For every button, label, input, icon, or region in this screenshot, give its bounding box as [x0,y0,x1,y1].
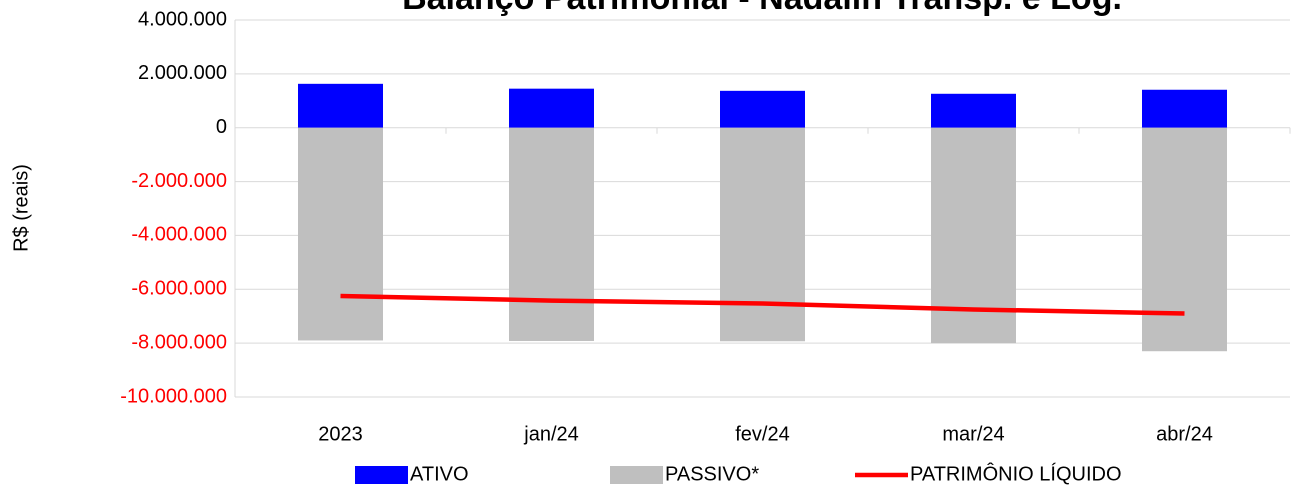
bar [509,127,594,341]
y-tick-label: -4.000.000 [131,224,227,246]
chart-title: Balanço Patrimonial - Nadalin Transp. e … [402,0,1122,17]
y-axis-label: R$ (reais) [10,164,32,252]
bar [509,88,594,128]
x-tick-label: fev/24 [735,423,789,445]
y-tick-label: -8.000.000 [131,331,227,353]
x-tick-label: jan/24 [523,423,579,445]
line [340,293,1185,316]
bar [720,127,805,342]
x-tick-label: abr/24 [1156,423,1213,445]
legend-swatch [355,466,408,484]
y-tick-label: -10.000.000 [120,385,227,407]
legend-label: PATRIMÔNIO LÍQUIDO [910,462,1122,485]
x-tick-label: 2023 [318,423,363,445]
bar [720,90,805,128]
bar [298,83,383,128]
bar [931,93,1016,128]
y-tick-label: 4.000.000 [138,8,227,30]
bar [1142,127,1227,352]
x-tick-label: mar/24 [942,423,1004,445]
y-tick-label: -6.000.000 [131,278,227,300]
y-tick-label: -2.000.000 [131,170,227,192]
y-tick-label: 0 [216,116,227,138]
legend-swatch [610,466,663,484]
y-tick-label: 2.000.000 [138,62,227,84]
legend-label: ATIVO [410,463,469,485]
bar [298,127,383,341]
bar [1142,89,1227,128]
legend-label: PASSIVO* [665,463,759,485]
